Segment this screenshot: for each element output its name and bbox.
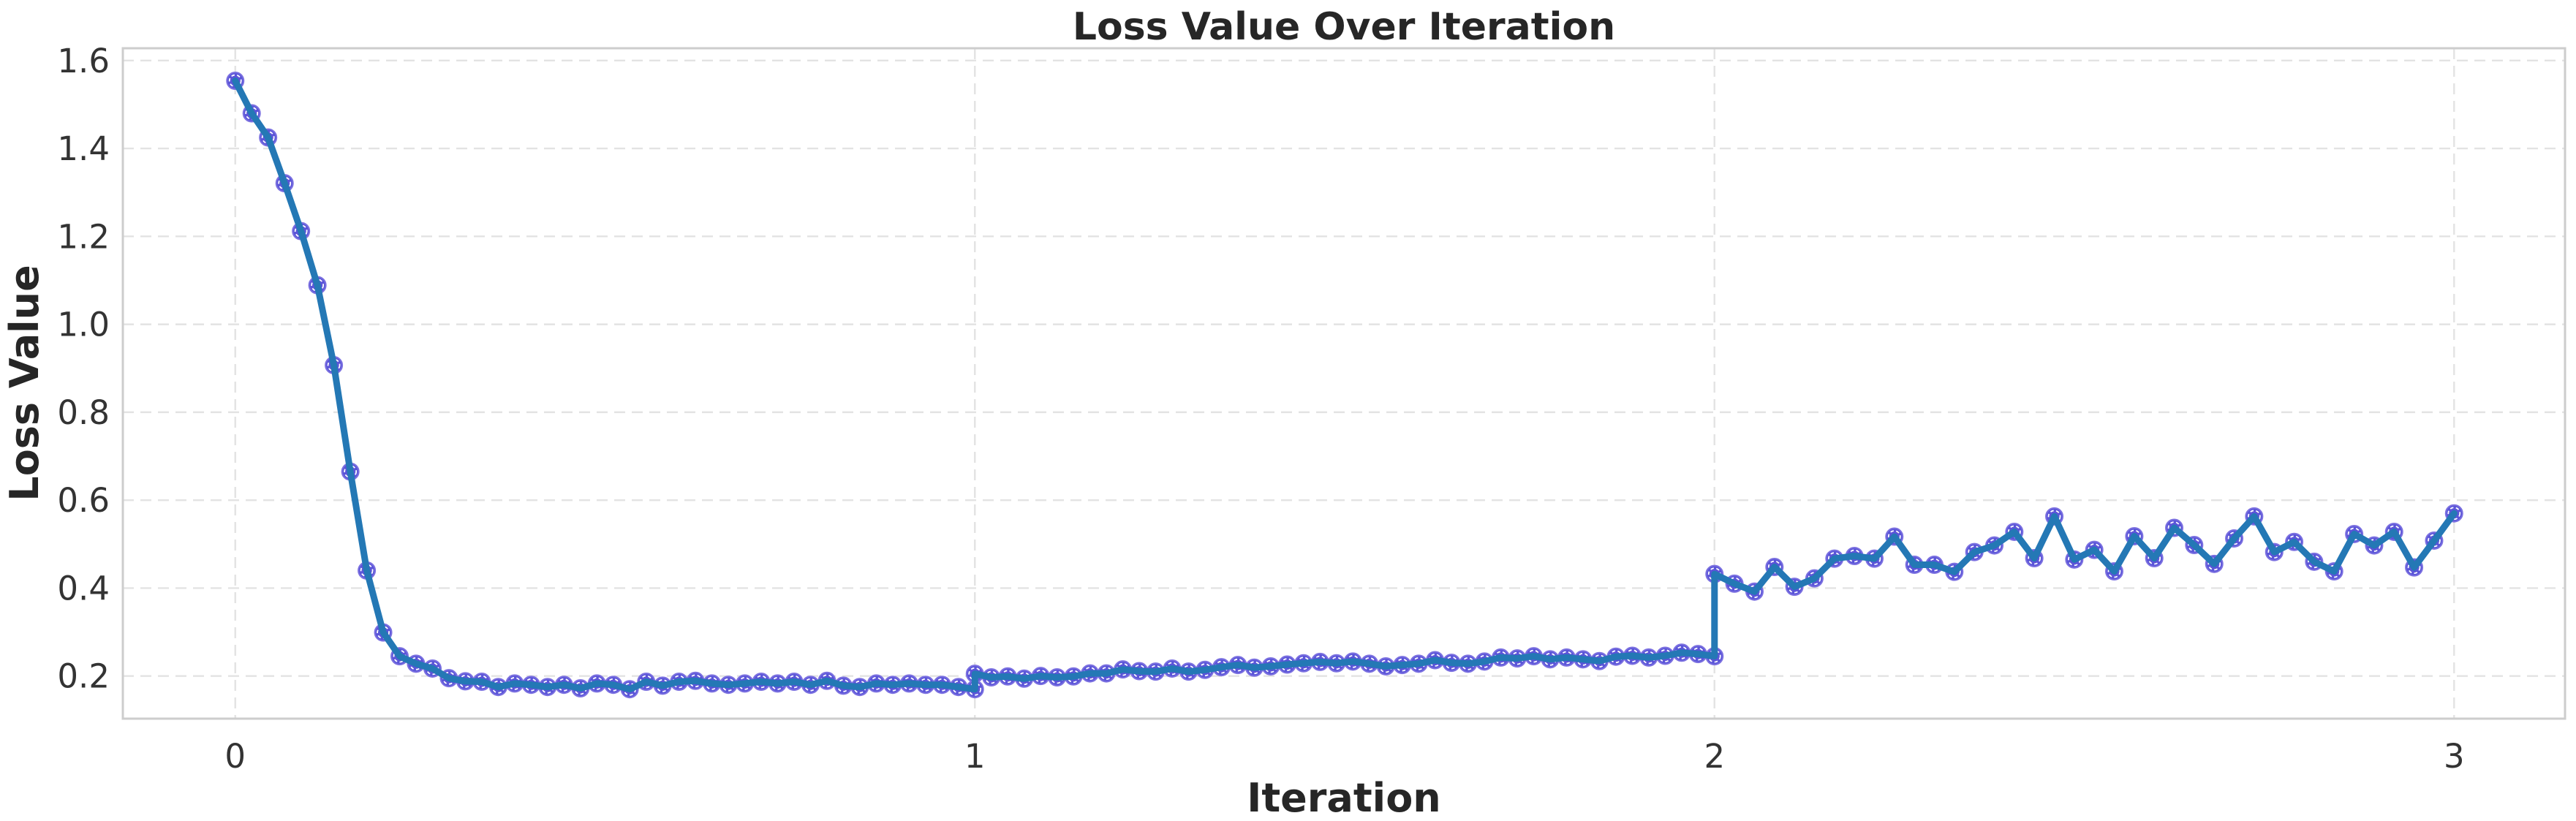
data-point-marker-ring	[2428, 534, 2441, 548]
plot-area	[123, 48, 2565, 719]
loss-line	[232, 77, 2458, 693]
x-tick-label: 1	[964, 737, 986, 776]
y-tick-label: 0.2	[57, 657, 110, 696]
x-axis-label: Iteration	[1247, 775, 1440, 821]
x-axis-ticks: 0 1 2 3	[224, 737, 2464, 776]
plot-border	[121, 47, 2566, 720]
y-tick-label: 0.4	[57, 569, 110, 608]
data-point-marker-ring	[2187, 538, 2201, 552]
data-point-marker-ring	[2447, 507, 2461, 521]
y-tick-label: 1.2	[57, 217, 110, 256]
y-axis-ticks: 0.2 0.4 0.6 0.8 1.0 1.2 1.4 1.6	[57, 42, 110, 696]
data-point-marker-ring	[2148, 551, 2161, 565]
y-tick-label: 0.8	[57, 393, 110, 432]
data-point-marker-ring	[1767, 560, 1781, 574]
chart-title: Loss Value Over Iteration	[1073, 5, 1615, 49]
loss-line-path	[232, 77, 2458, 693]
data-point-marker-ring	[1887, 530, 1901, 543]
data-point-marker-ring	[2207, 557, 2221, 571]
y-tick-label: 1.0	[57, 306, 110, 344]
y-tick-label: 1.4	[57, 129, 110, 168]
y-tick-label: 0.6	[57, 481, 110, 520]
x-tick-label: 3	[2444, 737, 2465, 776]
y-axis-label: Loss Value	[1, 265, 48, 501]
data-point-marker-ring	[2407, 561, 2421, 575]
x-tick-label: 0	[224, 737, 246, 776]
grid-lines	[123, 48, 2565, 719]
data-point-marker-ring	[377, 626, 390, 640]
data-point-marker-ring	[2028, 551, 2041, 565]
data-point-marker-ring	[2227, 531, 2241, 545]
y-tick-label: 1.6	[57, 42, 110, 80]
data-point-marker-ring	[2107, 564, 2121, 578]
x-tick-label: 2	[1704, 737, 1725, 776]
